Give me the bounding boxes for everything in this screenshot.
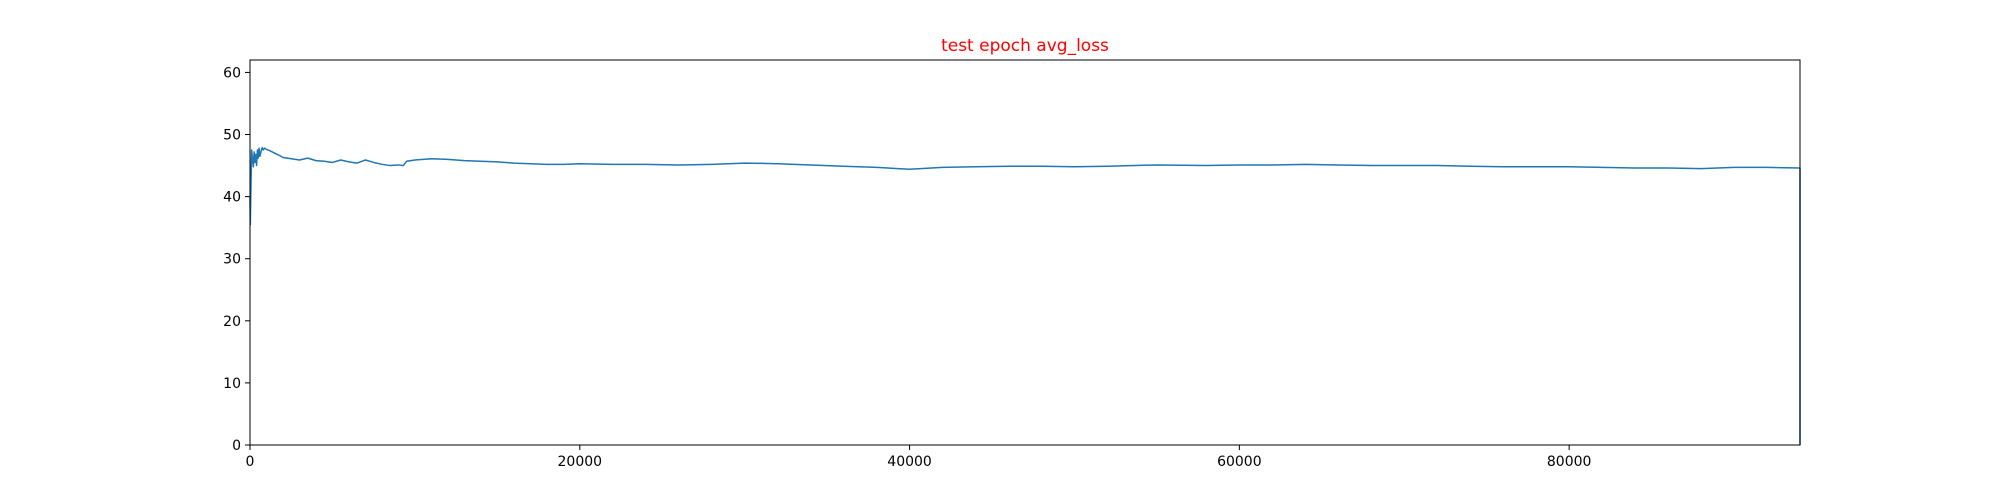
y-tick-label: 10 bbox=[223, 376, 241, 392]
y-tick-label: 60 bbox=[223, 65, 241, 81]
chart-title: test epoch avg_loss bbox=[941, 36, 1109, 56]
y-tick-label: 20 bbox=[223, 314, 241, 330]
plot-frame bbox=[249, 59, 1801, 446]
series-line bbox=[249, 146, 1801, 445]
y-tick-label: 50 bbox=[223, 128, 241, 144]
y-tick-label: 30 bbox=[223, 252, 241, 268]
y-tick-label: 0 bbox=[232, 438, 241, 454]
y-tick-label: 40 bbox=[223, 190, 241, 206]
y-axis: 0 10 20 30 40 50 60 bbox=[223, 65, 250, 454]
x-axis: 0 20000 40000 60000 80000 bbox=[246, 445, 1592, 470]
x-tick-label: 40000 bbox=[887, 454, 932, 470]
x-tick-label: 80000 bbox=[1547, 454, 1592, 470]
x-tick-label: 20000 bbox=[558, 454, 603, 470]
x-tick-label: 0 bbox=[246, 454, 255, 470]
x-tick-label: 60000 bbox=[1217, 454, 1262, 470]
